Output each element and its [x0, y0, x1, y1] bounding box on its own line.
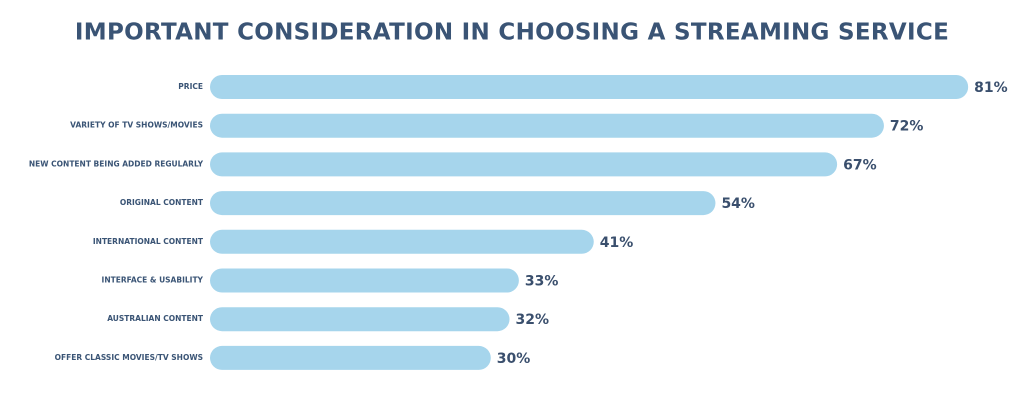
category-label: ORIGINAL CONTENT	[120, 198, 204, 207]
bar	[210, 229, 594, 254]
bar	[210, 113, 884, 138]
value-label: 33%	[525, 274, 559, 290]
category-label: INTERNATIONAL CONTENT	[93, 237, 204, 246]
category-label: AUSTRALIAN CONTENT	[107, 314, 204, 323]
value-label: 81%	[974, 80, 1008, 96]
bar	[210, 191, 716, 216]
value-label: 41%	[600, 235, 634, 251]
bar	[210, 307, 510, 332]
category-label: OFFER CLASSIC MOVIES/TV SHOWS	[55, 353, 203, 362]
category-label: PRICE	[178, 82, 203, 91]
category-label: VARIETY OF TV SHOWS/MOVIES	[70, 121, 203, 130]
bar	[210, 345, 491, 370]
value-label: 67%	[843, 157, 877, 173]
bar	[210, 268, 519, 293]
category-label: INTERFACE & USABILITY	[102, 276, 204, 285]
bar	[210, 75, 969, 99]
value-label: 32%	[516, 312, 550, 328]
value-label: 30%	[497, 351, 531, 367]
category-label: NEW CONTENT BEING ADDED REGULARLY	[29, 159, 204, 168]
value-label: 54%	[721, 196, 755, 212]
chart-title: IMPORTANT CONSIDERATION IN CHOOSING A ST…	[75, 20, 949, 46]
value-label: 72%	[890, 119, 924, 135]
bar	[210, 152, 838, 177]
